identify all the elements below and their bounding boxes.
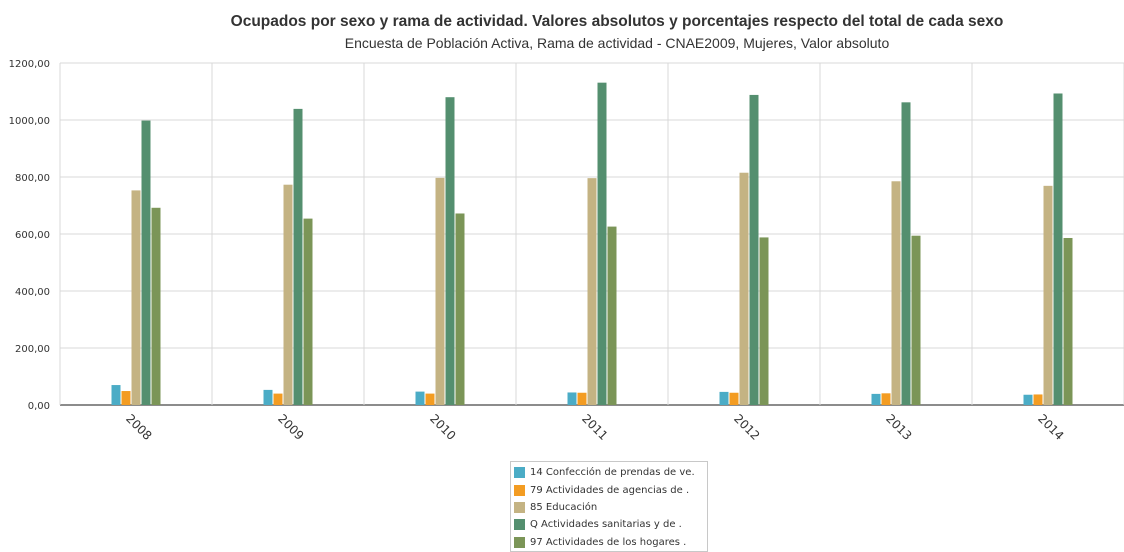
x-tick-label: 2014 [1035,411,1066,442]
y-tick-label: 200,00 [15,344,50,355]
bar[interactable]: 79 Actividades de agencias de . 2013: 41 [882,393,891,405]
legend-label: 14 Confección de prendas de ve. [530,467,695,478]
legend-label: 85 Educación [530,502,597,513]
bar[interactable]: 97 Actividades de los hogares . 2014: 58… [1064,238,1073,405]
bar[interactable]: Q Actividades sanitarias y de . 2009: 10… [294,109,303,405]
x-tick-label: 2010 [427,411,458,442]
bar[interactable]: 85 Educación 2008: 753 [132,190,141,405]
bar[interactable]: Q Actividades sanitarias y de . 2012: 10… [750,95,759,405]
bar[interactable]: 14 Confección de prendas de ve. 2009: 53 [264,390,273,405]
bar[interactable]: 85 Educación 2010: 797 [436,178,445,405]
bar[interactable]: 14 Confección de prendas de ve. 2012: 46 [720,392,729,405]
legend-swatch [514,502,525,513]
bar[interactable]: 79 Actividades de agencias de . 2010: 40 [426,394,435,405]
bar[interactable]: 85 Educación 2011: 796 [588,178,597,405]
bar[interactable]: 79 Actividades de agencias de . 2008: 49 [122,391,131,405]
legend-item[interactable]: 14 Confección de prendas de ve. [514,464,707,481]
bar[interactable]: 14 Confección de prendas de ve. 2008: 70 [112,385,121,405]
bar[interactable]: 85 Educación 2013: 785 [892,181,901,405]
y-tick-label: 400,00 [15,287,50,298]
bar[interactable]: Q Actividades sanitarias y de . 2008: 99… [142,121,151,405]
bar[interactable]: 79 Actividades de agencias de . 2014: 37 [1034,394,1043,405]
legend-label: 79 Actividades de agencias de . [530,485,689,496]
bar[interactable]: 14 Confección de prendas de ve. 2014: 36 [1024,395,1033,405]
bar[interactable]: Q Actividades sanitarias y de . 2013: 10… [902,102,911,405]
bar[interactable]: 79 Actividades de agencias de . 2012: 43 [730,393,739,405]
legend-item[interactable]: 85 Educación [514,499,707,516]
legend-item[interactable]: 79 Actividades de agencias de . [514,481,707,498]
legend-swatch [514,519,525,530]
bar[interactable]: Q Actividades sanitarias y de . 2014: 10… [1054,93,1063,405]
bar[interactable]: 14 Confección de prendas de ve. 2010: 47 [416,392,425,405]
bar[interactable]: 79 Actividades de agencias de . 2011: 43 [578,393,587,405]
y-tick-label: 600,00 [15,230,50,241]
x-tick-label: 2009 [275,411,306,442]
bar[interactable]: 97 Actividades de los hogares . 2011: 62… [608,227,617,405]
legend-swatch [514,485,525,496]
y-tick-label: 0,00 [28,401,50,412]
bar[interactable]: 85 Educación 2012: 815 [740,173,749,405]
bar[interactable]: 97 Actividades de los hogares . 2013: 59… [912,236,921,405]
legend-item[interactable]: 97 Actividades de los hogares . [514,534,707,551]
bars-layer: 14 Confección de prendas de ve. 2008: 70… [112,83,1073,405]
legend-item[interactable]: Q Actividades sanitarias y de . [514,516,707,533]
y-tick-label: 800,00 [15,173,50,184]
bar[interactable]: 97 Actividades de los hogares . 2009: 65… [304,219,313,405]
bar[interactable]: 97 Actividades de los hogares . 2010: 67… [456,213,465,405]
bar[interactable]: 14 Confección de prendas de ve. 2013: 39 [872,394,881,405]
legend-swatch [514,537,525,548]
bar[interactable]: 85 Educación 2014: 769 [1044,186,1053,405]
legend-label: Q Actividades sanitarias y de . [530,519,682,530]
legend-swatch [514,467,525,478]
bar[interactable]: 85 Educación 2009: 773 [284,185,293,405]
y-tick-label: 1200,00 [9,59,50,70]
legend-label: 97 Actividades de los hogares . [530,537,686,548]
bar[interactable]: Q Actividades sanitarias y de . 2010: 10… [446,97,455,405]
x-tick-label: 2008 [123,411,154,442]
bar[interactable]: 79 Actividades de agencias de . 2009: 40 [274,394,283,405]
bar[interactable]: 97 Actividades de los hogares . 2012: 58… [760,237,769,405]
bar[interactable]: 14 Confección de prendas de ve. 2011: 44 [568,392,577,405]
y-tick-label: 1000,00 [9,116,50,127]
bar[interactable]: Q Actividades sanitarias y de . 2011: 11… [598,83,607,405]
x-tick-label: 2013 [883,411,914,442]
legend: 14 Confección de prendas de ve. 79 Activi… [510,461,708,552]
x-tick-label: 2012 [731,411,762,442]
x-tick-label: 2011 [579,411,610,442]
bar[interactable]: 97 Actividades de los hogares . 2008: 69… [152,208,161,405]
